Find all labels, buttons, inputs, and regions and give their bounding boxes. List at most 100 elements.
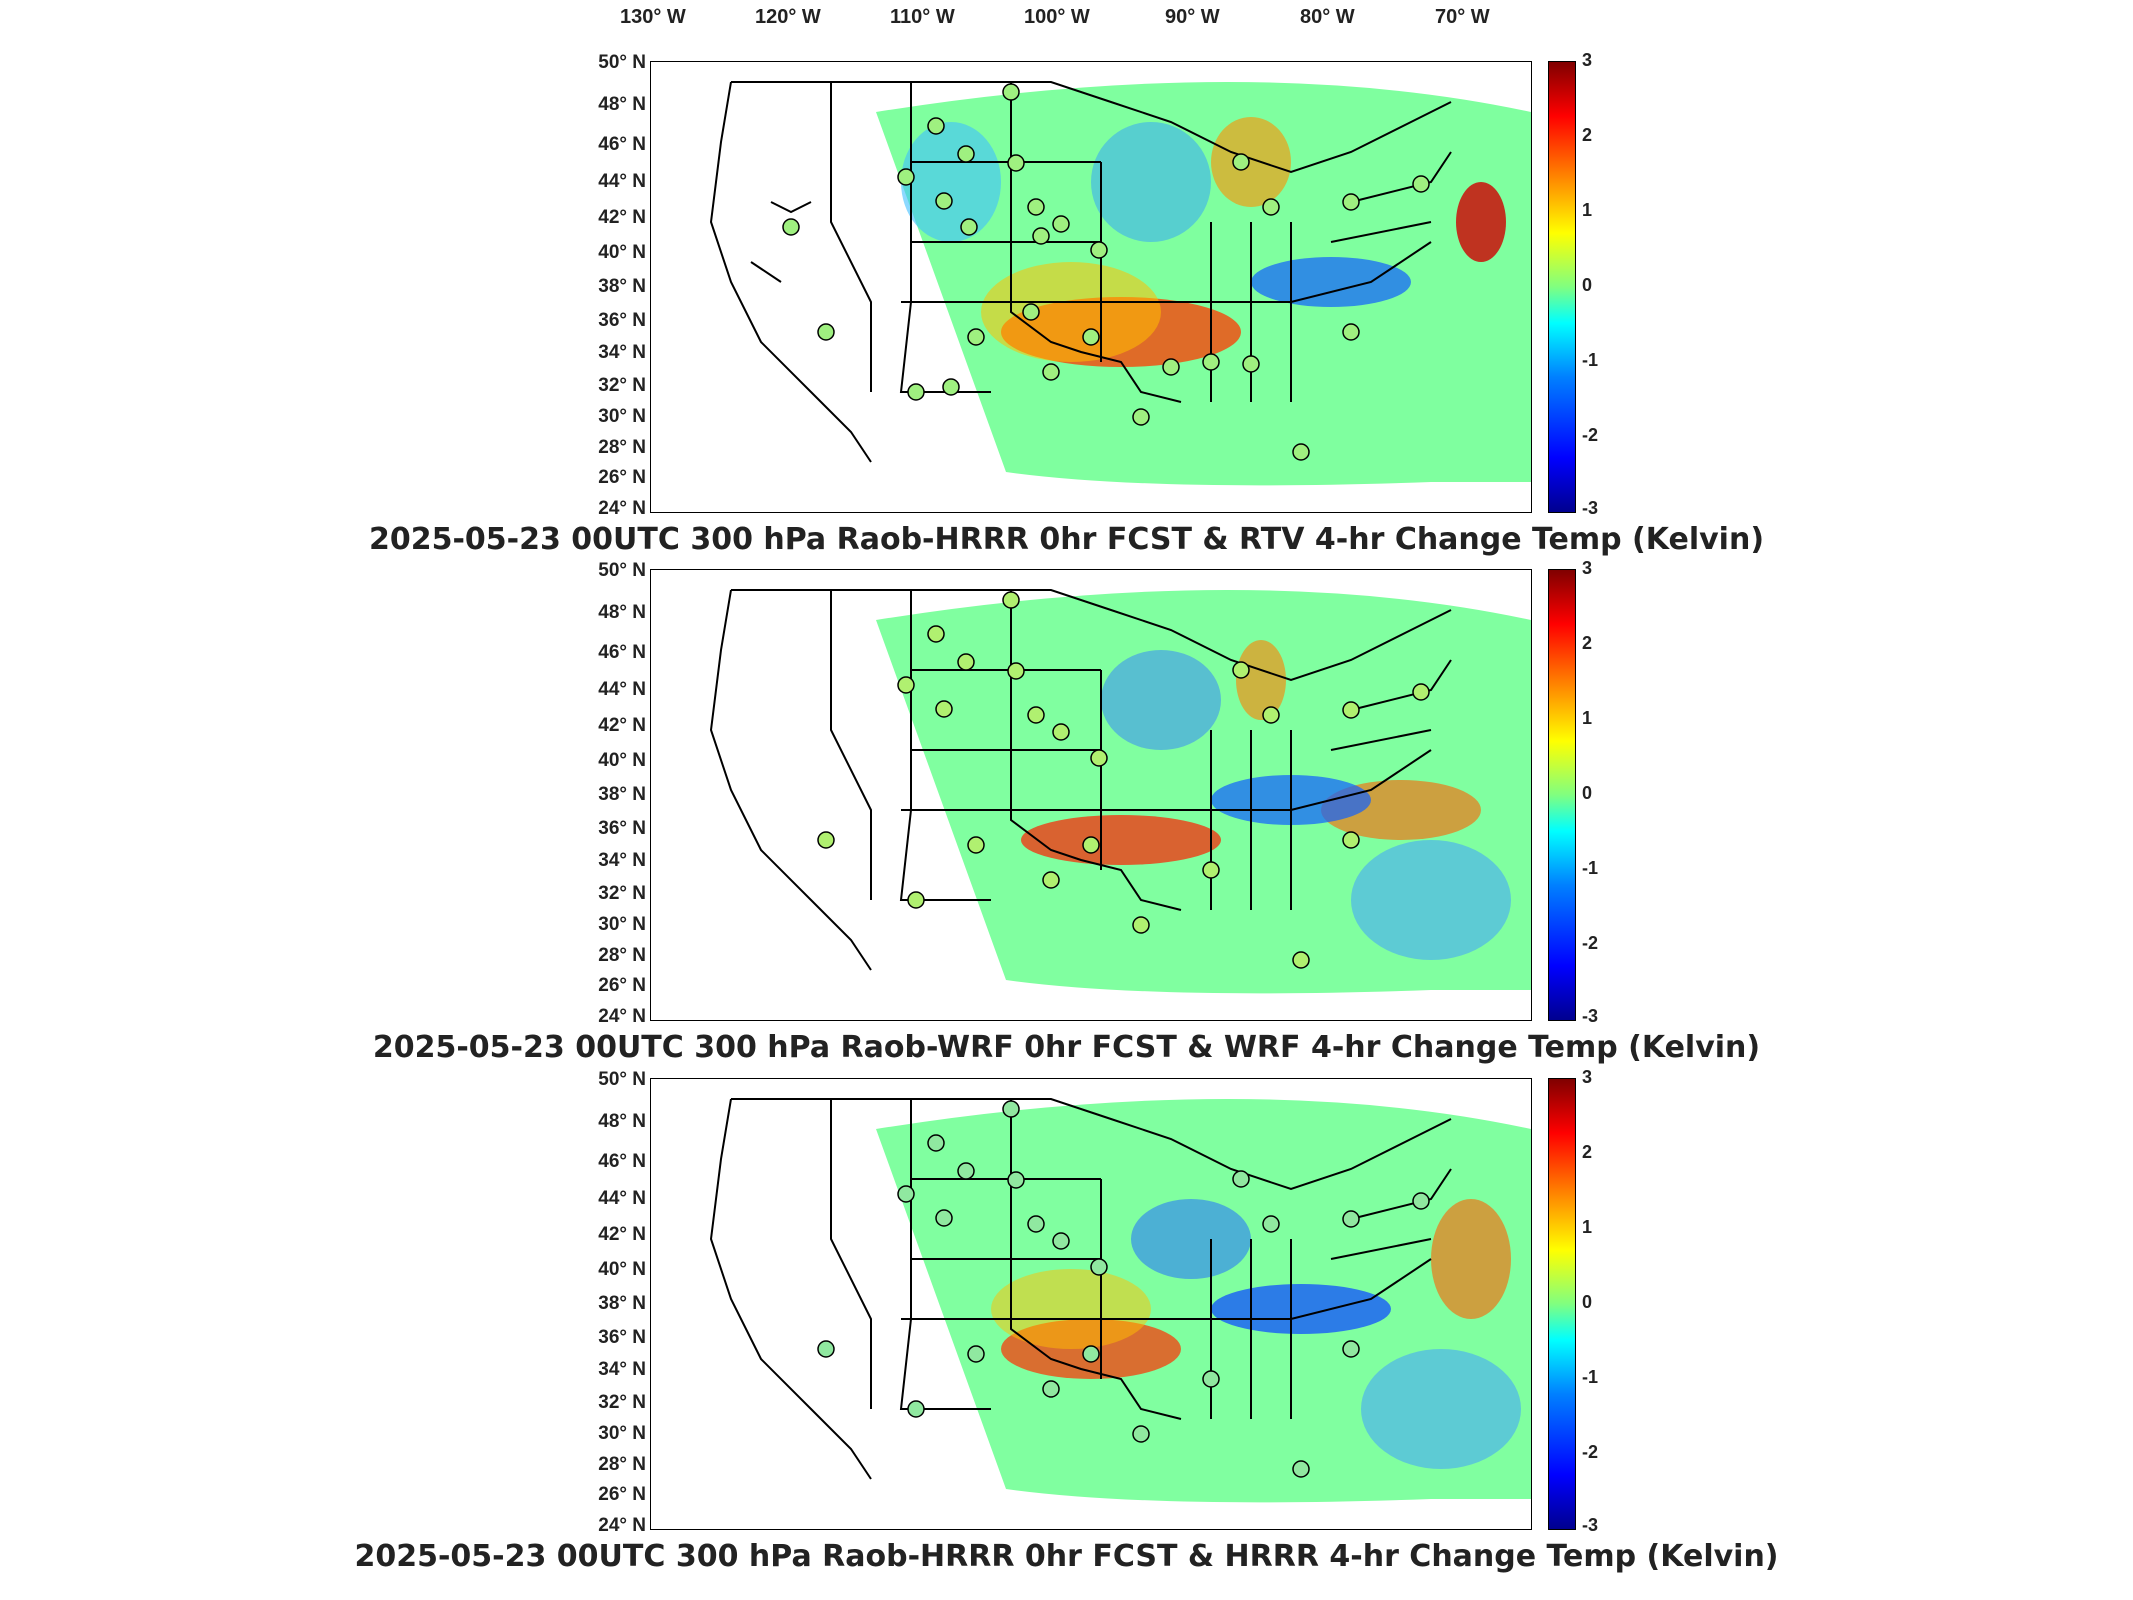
station-marker [960,218,978,236]
lat-label: 34° N [598,342,646,363]
lat-label: 46° N [598,1151,646,1172]
colorbar-tick: 1 [1582,1217,1593,1237]
lat-label: 40° N [598,1259,646,1280]
station-marker [1090,749,1108,767]
lat-label: 46° N [598,134,646,155]
station-marker [1262,1215,1280,1233]
temperature-field-map [709,81,1531,486]
station-marker [1232,661,1250,679]
cool-anomaly [1091,122,1211,242]
colorbar-tick: 2 [1582,633,1593,653]
station-marker [927,1134,945,1152]
cool-anomaly [1251,257,1411,307]
station-marker [1027,1215,1045,1233]
station-marker [1082,836,1100,854]
lat-label: 28° N [598,945,646,966]
lon-label: 80° W [1300,6,1355,28]
colorbar-tick: 1 [1582,708,1593,728]
lat-label: 42° N [598,1224,646,1245]
colorbar-tick: 0 [1582,1292,1593,1312]
lon-label: 100° W [1024,6,1090,28]
station-marker [897,168,915,186]
station-marker [817,831,835,849]
station-marker [967,1345,985,1363]
warm-anomaly [1236,640,1286,720]
station-marker [1342,831,1360,849]
lat-label: 44° N [598,171,646,192]
station-marker [1007,662,1025,680]
station-marker [1090,1258,1108,1276]
station-marker [1232,153,1250,171]
lat-label: 44° N [598,1188,646,1209]
state-boundaries [709,81,1452,463]
station-marker [1292,443,1310,461]
colorbar [1548,61,1576,513]
station-marker [1042,1380,1060,1398]
station-marker [957,653,975,671]
panel-title: 2025-05-23 00UTC 300 hPa Raob-HRRR 0hr F… [368,522,1765,557]
warm-anomaly [991,1269,1151,1349]
station-marker [1412,683,1430,701]
colorbar-tick: -1 [1582,1367,1599,1387]
raob-stations [817,1100,1430,1478]
warm-anomaly [1431,1199,1511,1319]
lat-label: 38° N [598,784,646,805]
station-marker [1342,1340,1360,1358]
map-area [650,569,1532,1021]
lat-label: 28° N [598,437,646,458]
colorbar-tick: -3 [1582,498,1599,518]
lat-label: 34° N [598,1359,646,1380]
station-marker [897,676,915,694]
lon-label: 70° W [1435,6,1490,28]
temperature-field-map [709,1098,1531,1503]
station-marker [897,1185,915,1203]
colorbar-tick: -1 [1582,350,1599,370]
station-marker [1052,1232,1070,1250]
map-area [650,61,1532,513]
station-marker [967,836,985,854]
station-marker [935,192,953,210]
lat-label: 36° N [598,818,646,839]
map-panel-1: 50° N 48° N 46° N 44° N 42° N 40° N 38° … [0,0,2133,557]
station-marker [1027,706,1045,724]
station-marker [1132,1425,1150,1443]
station-marker [907,1400,925,1418]
map-panel-3: 50° N 48° N 46° N 44° N 42° N 40° N 38° … [0,1017,2133,1574]
temperature-field-map [709,589,1531,994]
lat-label: 42° N [598,715,646,736]
colorbar-tick: 3 [1582,1067,1593,1087]
station-marker [1082,328,1100,346]
lat-label: 40° N [598,750,646,771]
station-marker [1007,1171,1025,1189]
lat-label: 50° N [598,560,646,581]
colorbar-tick: -2 [1582,425,1599,445]
panel-title: 2025-05-23 00UTC 300 hPa Raob-HRRR 0hr F… [354,1539,1779,1574]
station-marker [927,625,945,643]
colorbar-tick: -2 [1582,933,1599,953]
station-marker [927,117,945,135]
lat-label: 50° N [598,1069,646,1090]
station-marker [1412,175,1430,193]
warm-anomaly [1021,815,1221,865]
state-boundaries [709,589,1452,971]
lat-label: 24° N [598,1515,646,1536]
raob-stations [782,83,1430,461]
cool-anomaly [1101,650,1221,750]
station-marker [1292,1460,1310,1478]
station-marker [935,1209,953,1227]
lat-label: 26° N [598,1484,646,1505]
station-marker [1082,1345,1100,1363]
station-marker [1132,408,1150,426]
lat-label: 46° N [598,642,646,663]
station-marker [782,218,800,236]
warm-anomaly [1456,182,1506,262]
station-marker [967,328,985,346]
station-marker [1162,358,1180,376]
station-marker [1232,1170,1250,1188]
station-marker [1027,198,1045,216]
cool-anomaly [1131,1199,1251,1279]
colorbar-tick: 1 [1582,200,1593,220]
warm-anomaly [1211,117,1291,207]
colorbar [1548,1078,1576,1530]
colorbar-tick: -3 [1582,1006,1599,1026]
